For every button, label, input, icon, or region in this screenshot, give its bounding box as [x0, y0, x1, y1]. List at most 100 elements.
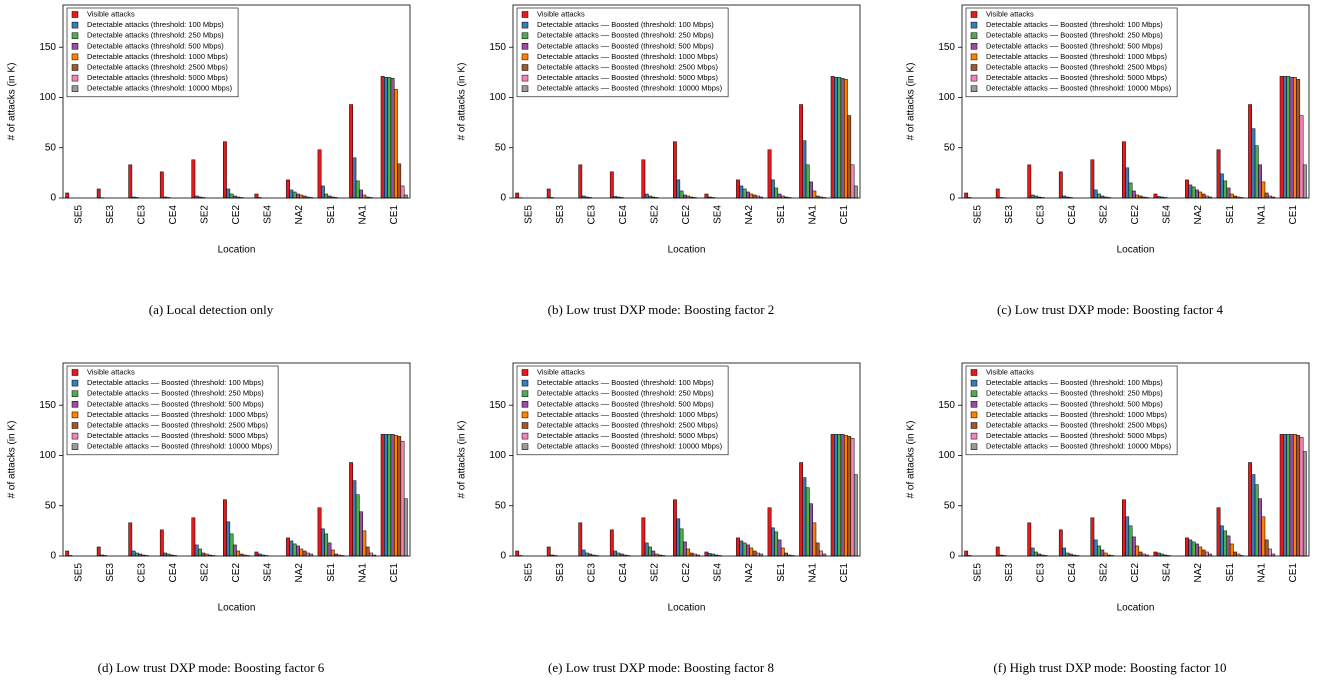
- bar: [289, 189, 294, 199]
- bar: [578, 522, 583, 557]
- bar: [1195, 189, 1199, 199]
- bar: [770, 527, 775, 557]
- bar: [834, 434, 838, 557]
- bar: [679, 190, 684, 199]
- bar: [830, 76, 835, 199]
- legend: Visible attacks Detectable attacks –– Boo…: [66, 365, 279, 456]
- bar: [742, 188, 747, 199]
- legend: Visible attacks Detectable attacks –– Boo…: [516, 365, 729, 456]
- bar: [194, 544, 199, 557]
- x-tick-label: SE2: [1099, 563, 1110, 582]
- bar: [1065, 552, 1070, 557]
- x-tick-label: SE2: [650, 563, 661, 582]
- bar: [1219, 173, 1224, 199]
- bar: [305, 552, 310, 557]
- legend-label: Visible attacks: [87, 9, 135, 18]
- x-axis-label: Location: [218, 603, 256, 614]
- legend-swatch: [521, 390, 529, 397]
- bar: [302, 550, 307, 557]
- x-tick-label: SE1: [326, 205, 337, 224]
- x-axis-label: Location: [668, 245, 706, 256]
- legend-swatch: [970, 411, 978, 419]
- bar: [226, 188, 231, 199]
- bar: [96, 188, 101, 199]
- bar: [1299, 437, 1304, 557]
- legend-swatch: [970, 53, 978, 61]
- legend-swatch: [521, 432, 529, 440]
- y-tick-label: 50: [45, 500, 57, 511]
- bar: [1289, 434, 1294, 557]
- legend-swatch: [71, 443, 79, 450]
- bar: [581, 549, 586, 557]
- legend-swatch: [71, 369, 79, 376]
- bar: [201, 552, 206, 557]
- bar: [159, 171, 164, 199]
- legend-swatch: [970, 32, 978, 39]
- bar: [254, 551, 259, 557]
- bar: [198, 548, 202, 557]
- legend-frame: [66, 365, 279, 456]
- legend: Visible attacks Detectable attacks –– Boo…: [516, 7, 729, 98]
- bar: [1093, 189, 1098, 199]
- legend-swatch: [521, 32, 529, 39]
- legend-label: Detectable attacks –– Boosted (threshold…: [537, 431, 718, 440]
- legend-swatch: [71, 422, 79, 429]
- bar: [1289, 77, 1294, 199]
- x-tick-label: SE1: [1225, 563, 1236, 582]
- bar: [1248, 104, 1252, 199]
- bar: [850, 164, 855, 199]
- legend-swatch: [521, 401, 529, 408]
- bar: [752, 550, 757, 557]
- x-tick-label: NA1: [807, 563, 818, 583]
- bar: [1030, 547, 1035, 557]
- bar: [296, 193, 300, 199]
- legend-label: Detectable attacks –– Boosted (threshold…: [537, 84, 723, 93]
- bar: [163, 552, 168, 557]
- legend-label: Detectable attacks –– Boosted (threshold…: [87, 420, 268, 429]
- bar: [317, 149, 322, 199]
- legend-swatch: [521, 411, 529, 419]
- bar: [1226, 535, 1231, 557]
- legend-swatch: [71, 411, 79, 419]
- bar: [995, 188, 1000, 199]
- bar: [964, 192, 969, 199]
- x-tick-label: CE3: [137, 205, 148, 225]
- y-tick-label: 0: [50, 193, 56, 204]
- bar: [1229, 193, 1234, 199]
- y-axis-label: # of attacks (in K): [7, 421, 18, 499]
- bar: [1292, 434, 1297, 557]
- bar: [770, 179, 775, 199]
- legend-label: Detectable attacks –– Boosted (threshold…: [537, 389, 714, 398]
- legend-swatch: [970, 74, 978, 82]
- bar: [229, 193, 234, 199]
- y-tick-label: 50: [944, 142, 956, 153]
- x-tick-label: CE4: [1067, 205, 1078, 225]
- legend-swatch: [970, 21, 978, 29]
- bar: [369, 552, 373, 557]
- x-tick-label: SE1: [326, 563, 337, 582]
- bar: [1292, 77, 1297, 199]
- bar: [995, 546, 1000, 557]
- x-tick-label: SE1: [776, 205, 787, 224]
- legend-swatch: [521, 379, 529, 387]
- bar: [742, 542, 747, 557]
- bar: [515, 550, 520, 557]
- bar: [1204, 551, 1209, 557]
- bar: [673, 141, 677, 199]
- y-tick-label: 100: [489, 450, 506, 461]
- legend-swatch: [521, 43, 529, 50]
- y-tick-label: 150: [938, 42, 955, 53]
- x-axis-label: Location: [218, 245, 256, 256]
- bar: [515, 192, 520, 199]
- bar: [1261, 181, 1266, 199]
- x-tick-label: CE1: [839, 205, 850, 225]
- bar: [843, 79, 848, 199]
- x-tick-label: CE2: [1130, 563, 1141, 583]
- bar: [362, 530, 367, 557]
- x-tick-label: CE1: [839, 563, 850, 583]
- bar: [1248, 462, 1252, 557]
- x-tick-label: NA2: [1193, 563, 1204, 583]
- legend-swatch: [970, 422, 978, 429]
- legend-swatch: [970, 85, 978, 92]
- legend-label: Detectable attacks –– Boosted (threshold…: [986, 31, 1163, 40]
